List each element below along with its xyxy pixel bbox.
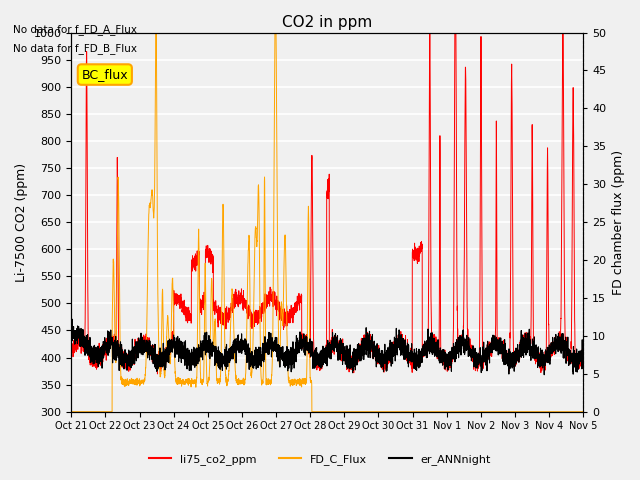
er_ANNnight <box>446 361 454 367</box>
Title: CO2 in ppm: CO2 in ppm <box>282 15 372 30</box>
li75_co2_ppm <box>446 349 454 355</box>
FD_C_Flux <box>446 409 454 415</box>
FD_C_Flux <box>461 409 468 415</box>
li75_co2_ppm <box>67 347 75 353</box>
FD_C_Flux <box>152 2 160 8</box>
er_ANNnight <box>399 341 406 347</box>
li75_co2_ppm <box>156 362 163 368</box>
FD_C_Flux <box>579 409 587 415</box>
er_ANNnight <box>67 334 75 340</box>
Line: FD_C_Flux: FD_C_Flux <box>71 5 583 412</box>
Y-axis label: FD chamber flux (ppm): FD chamber flux (ppm) <box>612 150 625 295</box>
er_ANNnight <box>461 350 468 356</box>
FD_C_Flux <box>156 365 163 371</box>
er_ANNnight <box>579 345 587 350</box>
FD_C_Flux <box>67 409 75 415</box>
er_ANNnight <box>68 316 76 322</box>
Text: No data for f_FD_B_Flux: No data for f_FD_B_Flux <box>13 43 137 54</box>
FD_C_Flux <box>468 409 476 415</box>
er_ANNnight <box>468 347 476 353</box>
li75_co2_ppm <box>409 250 417 256</box>
er_ANNnight <box>156 347 163 352</box>
li75_co2_ppm <box>451 2 459 8</box>
Line: li75_co2_ppm: li75_co2_ppm <box>71 5 583 374</box>
Line: er_ANNnight: er_ANNnight <box>71 319 583 375</box>
FD_C_Flux <box>409 409 417 415</box>
Text: BC_flux: BC_flux <box>81 68 128 81</box>
er_ANNnight <box>540 372 548 378</box>
li75_co2_ppm <box>461 137 468 143</box>
li75_co2_ppm <box>579 350 587 356</box>
Y-axis label: Li-7500 CO2 (ppm): Li-7500 CO2 (ppm) <box>15 163 28 282</box>
FD_C_Flux <box>399 409 406 415</box>
Text: No data for f_FD_A_Flux: No data for f_FD_A_Flux <box>13 24 137 35</box>
li75_co2_ppm <box>157 372 164 377</box>
li75_co2_ppm <box>468 347 476 353</box>
er_ANNnight <box>409 350 417 356</box>
Legend: li75_co2_ppm, FD_C_Flux, er_ANNnight: li75_co2_ppm, FD_C_Flux, er_ANNnight <box>145 450 495 469</box>
li75_co2_ppm <box>399 343 406 348</box>
